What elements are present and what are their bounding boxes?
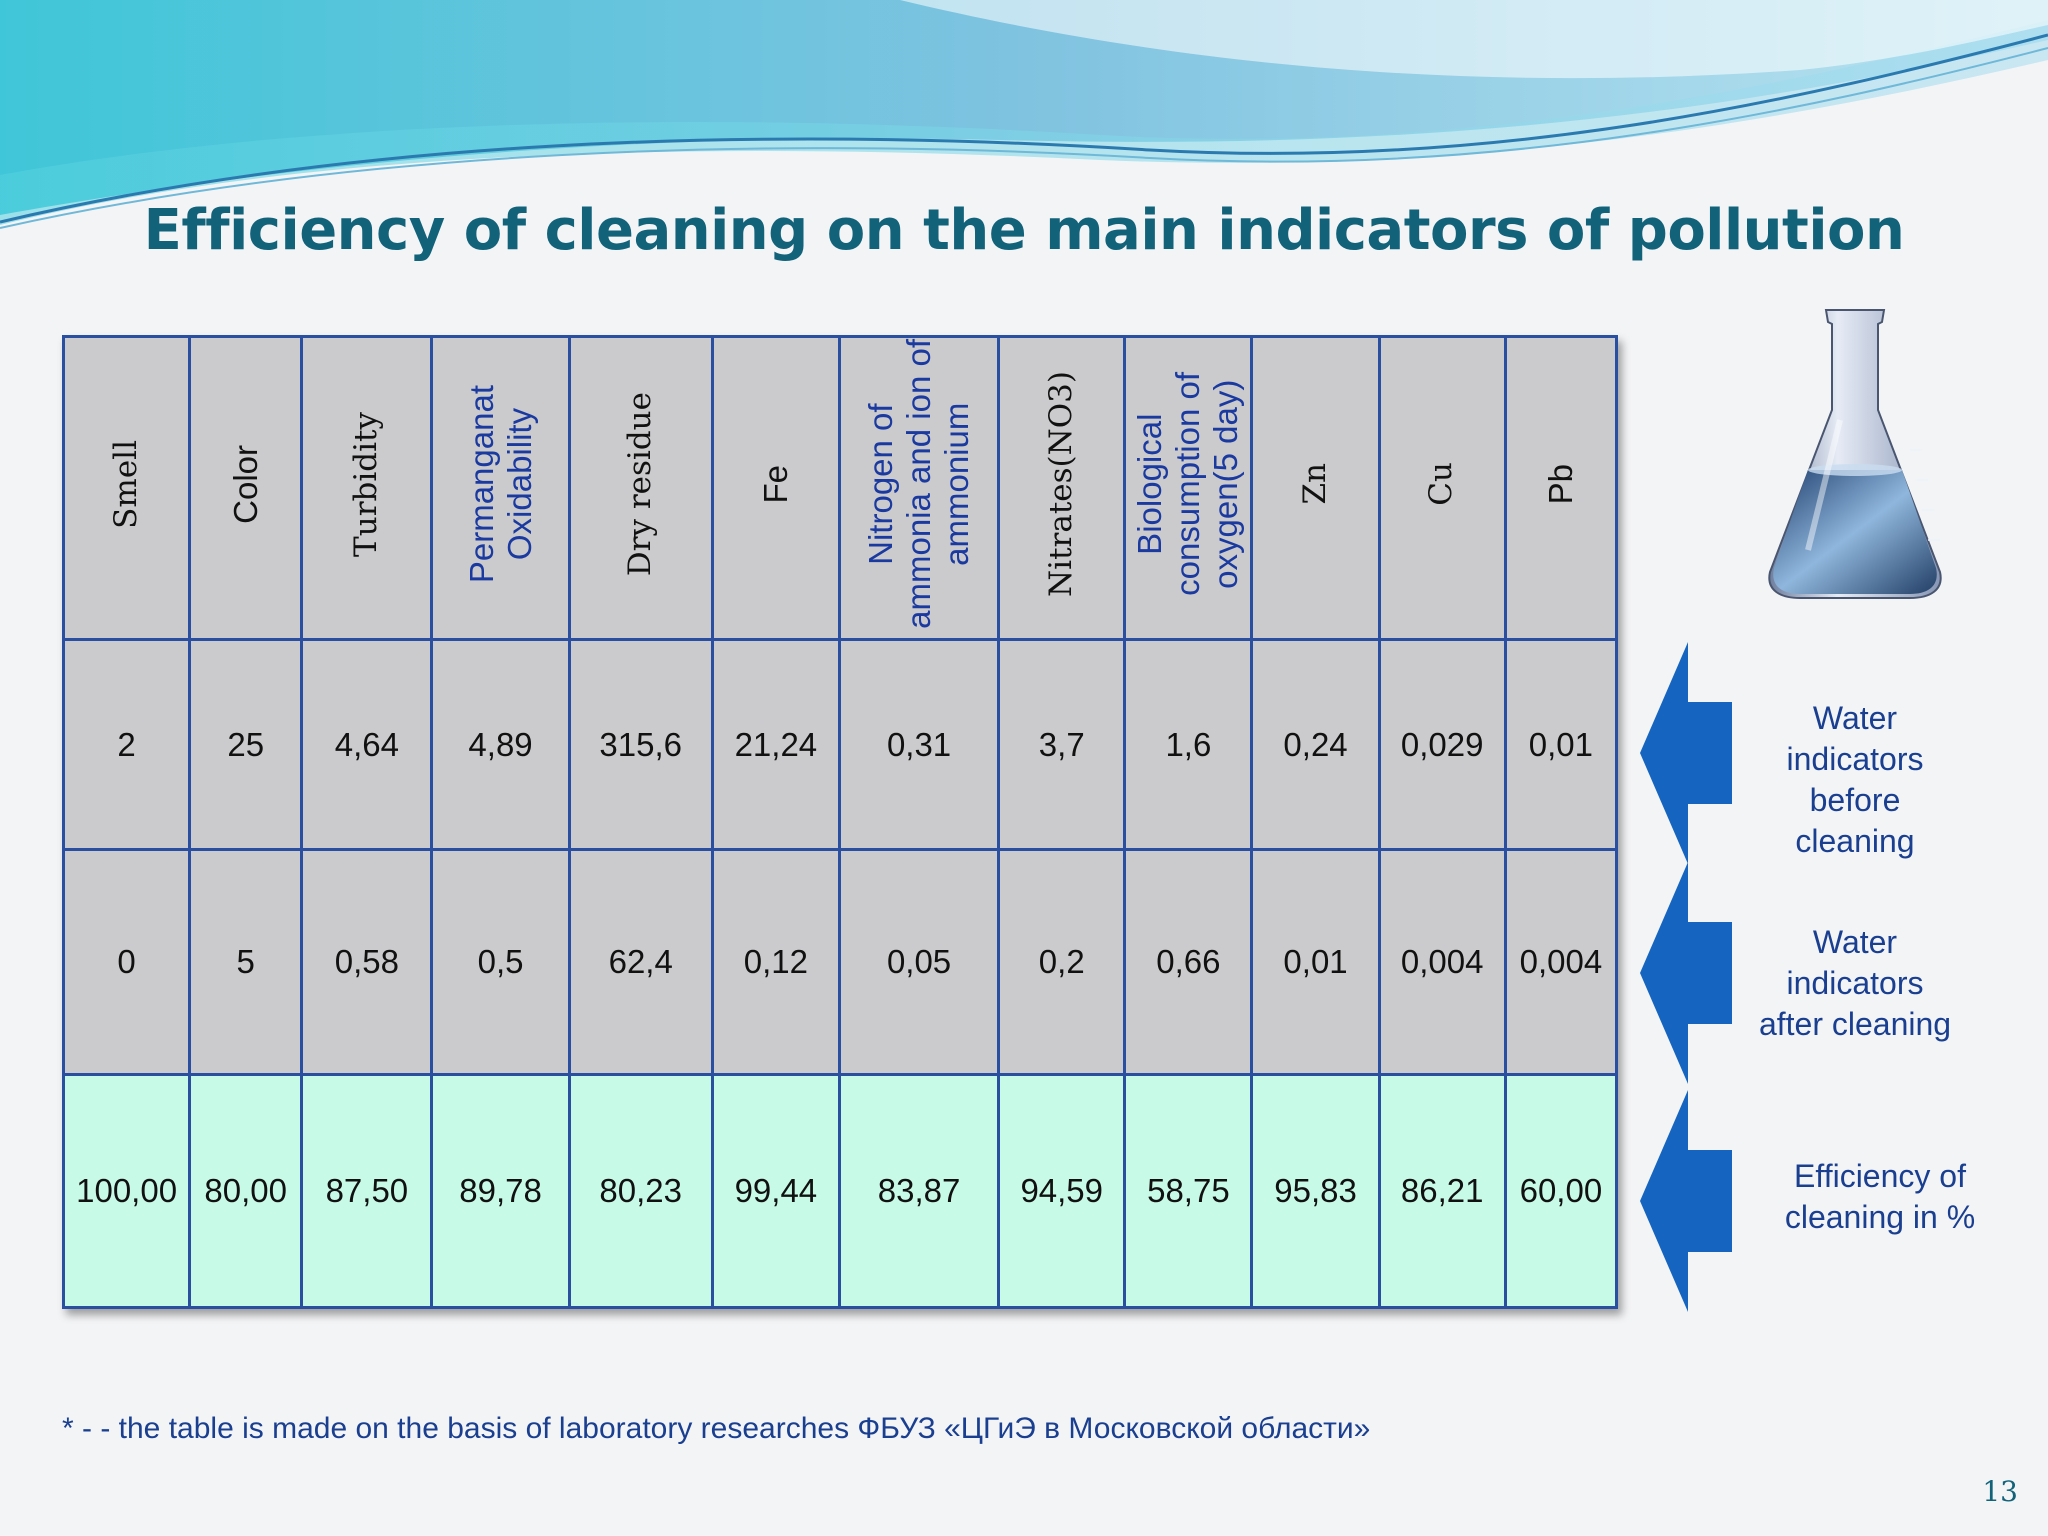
table-cell: 21,24 [710, 638, 841, 851]
table-row-after: 0 5 0,58 0,5 62,4 0,12 0,05 0,2 0,66 0,0… [61, 848, 1619, 1076]
table-cell: 0,31 [837, 638, 1001, 851]
table-cell: 3,7 [997, 638, 1127, 851]
header-label: Fe [756, 464, 794, 504]
page-title: Efficiency of cleaning on the main indic… [143, 198, 1905, 263]
table-cell: 62,4 [567, 848, 714, 1076]
header-waves [0, 0, 2048, 229]
table-cell: 0,24 [1250, 638, 1381, 851]
table-cell: 80,23 [567, 1073, 714, 1309]
indicators-table: Smell Color Turbidity Permanganat Oxidab… [61, 335, 1619, 1309]
header-label: Pb [1541, 463, 1579, 505]
header-label: Turbidity [348, 411, 385, 557]
header-cell: Cu [1377, 335, 1507, 641]
table-cell: 0,2 [997, 848, 1127, 1076]
table-cell: 0 [61, 848, 192, 1076]
table-cell: 4,64 [300, 638, 434, 851]
label-after-cleaning: Water indicators after cleaning [1758, 924, 1952, 1042]
label-efficiency: Efficiency of cleaning in % [1784, 1158, 1976, 1235]
left-arrow-icon [1640, 862, 1732, 1084]
header-cell: Zn [1250, 335, 1381, 641]
left-arrow-icon [1640, 642, 1732, 864]
header-label: Zn [1296, 463, 1333, 505]
header-label: Biological consumption of oxygen(5 day) [1131, 372, 1245, 596]
header-row: Smell Color Turbidity Permanganat Oxidab… [61, 335, 1619, 641]
header-cell: Color [188, 335, 304, 641]
header-cell: Fe [710, 335, 841, 641]
header-label: Smell [107, 439, 144, 529]
table-cell: 60,00 [1503, 1073, 1619, 1309]
table-cell: 315,6 [567, 638, 714, 851]
header-cell: Nitrates(NO3) [997, 335, 1127, 641]
header-label: Color [226, 444, 264, 524]
table-row-before: 2 25 4,64 4,89 315,6 21,24 0,31 3,7 1,6 … [61, 638, 1619, 851]
table-cell: 0,66 [1123, 848, 1254, 1076]
header-cell: Biological consumption of oxygen(5 day) [1123, 335, 1254, 641]
table-cell: 0,01 [1503, 638, 1619, 851]
header-label: Nitrogen of ammonia and ion of ammonium [862, 339, 976, 629]
table-cell: 0,01 [1250, 848, 1381, 1076]
table-row-efficiency: 100,00 80,00 87,50 89,78 80,23 99,44 83,… [61, 1073, 1619, 1309]
table-cell: 0,004 [1377, 848, 1507, 1076]
header-cell: Dry residue [567, 335, 714, 641]
table-cell: 0,12 [710, 848, 841, 1076]
footnote: * - - the table is made on the basis of … [62, 1412, 1371, 1445]
header-label: Permanganat Oxidability [462, 384, 538, 584]
table-cell: 0,05 [837, 848, 1001, 1076]
table-cell: 1,6 [1123, 638, 1254, 851]
header-cell: Pb [1503, 335, 1619, 641]
table-cell: 5 [188, 848, 304, 1076]
label-before-cleaning: Water indicators before cleaning [1786, 700, 1924, 859]
header-label: Cu [1423, 462, 1460, 506]
table-cell: 0,029 [1377, 638, 1507, 851]
header-cell: Permanganat Oxidability [430, 335, 571, 641]
table-cell: 2 [61, 638, 192, 851]
table-cell: 94,59 [997, 1073, 1127, 1309]
table-cell: 99,44 [710, 1073, 841, 1309]
table-cell: 58,75 [1123, 1073, 1254, 1309]
table-cell: 86,21 [1377, 1073, 1507, 1309]
table-cell: 100,00 [61, 1073, 192, 1309]
table-cell: 25 [188, 638, 304, 851]
header-cell: Turbidity [300, 335, 434, 641]
table-cell: 4,89 [430, 638, 571, 851]
table-cell: 83,87 [837, 1073, 1001, 1309]
header-cell: Nitrogen of ammonia and ion of ammonium [837, 335, 1001, 641]
table-cell: 87,50 [300, 1073, 434, 1309]
header-cell: Smell [61, 335, 192, 641]
erlenmeyer-flask-icon [1768, 309, 1942, 599]
table-cell: 0,004 [1503, 848, 1619, 1076]
table-cell: 80,00 [188, 1073, 304, 1309]
table-cell: 0,5 [430, 848, 571, 1076]
table-cell: 95,83 [1250, 1073, 1381, 1309]
left-arrow-icon [1640, 1090, 1732, 1312]
table-cell: 89,78 [430, 1073, 571, 1309]
header-label: Dry residue [621, 391, 658, 577]
header-label: Nitrates(NO3) [1042, 371, 1079, 597]
page-number: 13 [1982, 1475, 2018, 1508]
table-cell: 0,58 [300, 848, 434, 1076]
